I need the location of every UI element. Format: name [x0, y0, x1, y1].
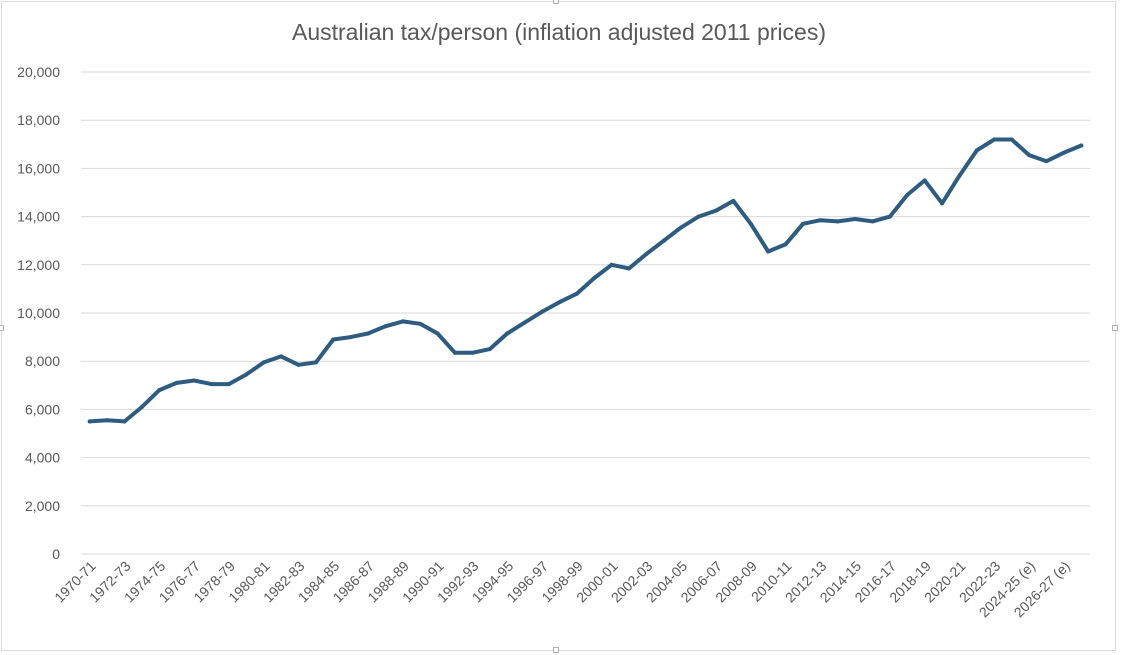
data-point	[1079, 143, 1084, 148]
data-point	[557, 300, 562, 305]
data-point	[731, 198, 736, 203]
data-point	[818, 218, 823, 223]
data-point	[192, 378, 197, 383]
data-point	[940, 201, 945, 206]
data-point	[870, 219, 875, 224]
resize-handle-bottom[interactable]	[553, 647, 559, 653]
data-point	[383, 324, 388, 329]
resize-handle-left[interactable]	[0, 325, 4, 331]
y-tick-label: 16,000	[17, 160, 60, 176]
data-point	[1044, 159, 1049, 164]
data-point	[905, 192, 910, 197]
data-point	[366, 331, 371, 336]
data-point	[748, 221, 753, 226]
gridlines	[81, 71, 1090, 555]
data-point	[644, 251, 649, 256]
data-point	[209, 382, 214, 387]
data-point	[470, 350, 475, 355]
y-tick-label: 6,000	[25, 401, 60, 417]
x-axis-tick-labels: 1970-711972-731974-751976-771978-791980-…	[51, 558, 1073, 621]
data-point	[992, 137, 997, 142]
data-point	[174, 380, 179, 385]
y-tick-label: 4,000	[25, 450, 60, 466]
y-tick-label: 8,000	[25, 353, 60, 369]
series-layer	[87, 137, 1084, 424]
data-point	[766, 249, 771, 254]
data-point	[574, 291, 579, 296]
data-point	[853, 217, 858, 222]
resize-handle-top[interactable]	[553, 0, 559, 4]
y-tick-label: 10,000	[17, 305, 60, 321]
data-point	[800, 221, 805, 226]
data-point	[679, 225, 684, 230]
data-point	[418, 321, 423, 326]
data-point	[226, 382, 231, 387]
y-tick-label: 2,000	[25, 498, 60, 514]
data-point	[713, 208, 718, 213]
data-point	[1027, 153, 1032, 158]
data-point	[609, 262, 614, 267]
data-point	[592, 276, 597, 281]
chart-title: Australian tax/person (inflation adjuste…	[292, 19, 826, 45]
data-point	[244, 372, 249, 377]
data-point	[487, 347, 492, 352]
data-point	[453, 350, 458, 355]
data-point	[505, 331, 510, 336]
data-point	[522, 320, 527, 325]
resize-handle-right[interactable]	[1112, 325, 1118, 331]
data-point	[87, 419, 92, 424]
data-point	[296, 362, 301, 367]
y-tick-label: 12,000	[17, 257, 60, 273]
data-point	[348, 335, 353, 340]
data-point	[313, 360, 318, 365]
data-point	[157, 388, 162, 393]
data-point	[261, 360, 266, 365]
data-point	[105, 418, 110, 423]
data-point	[540, 309, 545, 314]
data-point	[626, 266, 631, 271]
series-line	[87, 137, 1084, 424]
data-point	[696, 214, 701, 219]
data-point	[661, 238, 666, 243]
data-point	[783, 242, 788, 247]
data-point	[279, 354, 284, 359]
data-point	[887, 214, 892, 219]
data-point	[957, 173, 962, 178]
data-point	[435, 331, 440, 336]
data-point	[922, 178, 927, 183]
y-tick-label: 18,000	[17, 112, 60, 128]
data-point	[331, 337, 336, 342]
y-tick-label: 20,000	[17, 64, 60, 80]
data-point	[1009, 137, 1014, 142]
data-point	[974, 148, 979, 153]
data-point	[1061, 150, 1066, 155]
data-point	[835, 219, 840, 224]
y-tick-label: 14,000	[17, 209, 60, 225]
data-point	[400, 319, 405, 324]
data-point	[122, 419, 127, 424]
y-tick-label: 0	[52, 546, 60, 562]
y-axis-tick-labels: 0 2,000 4,000 6,000 8,000 10,000 12,000 14,000 1…	[17, 64, 60, 562]
data-point	[139, 404, 144, 409]
